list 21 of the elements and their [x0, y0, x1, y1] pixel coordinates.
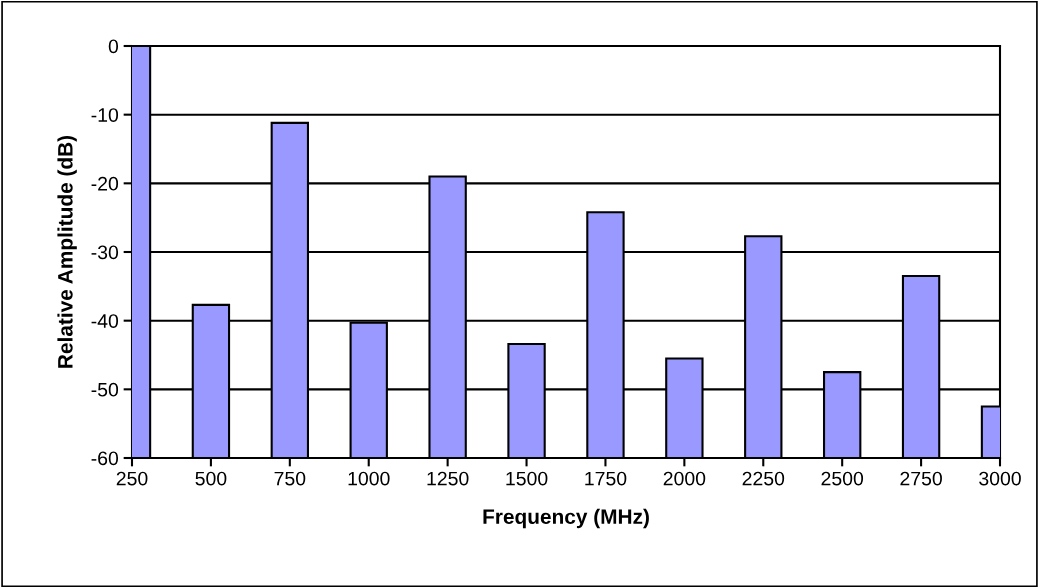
- y-tick-label: -50: [91, 382, 119, 397]
- x-tick-label: 2250: [742, 471, 785, 486]
- y-axis-title: Relative Amplitude (dB): [57, 135, 77, 368]
- x-tick-label: 1500: [506, 471, 548, 486]
- y-tick-label: -40: [91, 314, 119, 328]
- x-tick-label: 500: [195, 471, 227, 486]
- x-tick-label: 2750: [900, 471, 942, 486]
- y-tick-label: -30: [91, 245, 119, 260]
- x-tick-label: 2500: [821, 471, 864, 486]
- y-tick-label: -10: [91, 108, 119, 122]
- x-tick-label: 250: [116, 471, 148, 486]
- x-tick-label: 1250: [427, 471, 469, 486]
- y-tick-label: -20: [91, 176, 119, 191]
- x-tick-label: 2000: [663, 471, 706, 486]
- x-tick-label: 750: [274, 471, 306, 486]
- x-tick-label: 1750: [585, 471, 627, 486]
- x-axis-title: Frequency (MHz): [483, 508, 649, 529]
- y-tick-label: -60: [91, 451, 119, 466]
- y-tick-label: 0: [108, 39, 119, 54]
- x-tick-label: 3000: [979, 471, 1021, 486]
- x-tick-label: 1000: [348, 471, 390, 486]
